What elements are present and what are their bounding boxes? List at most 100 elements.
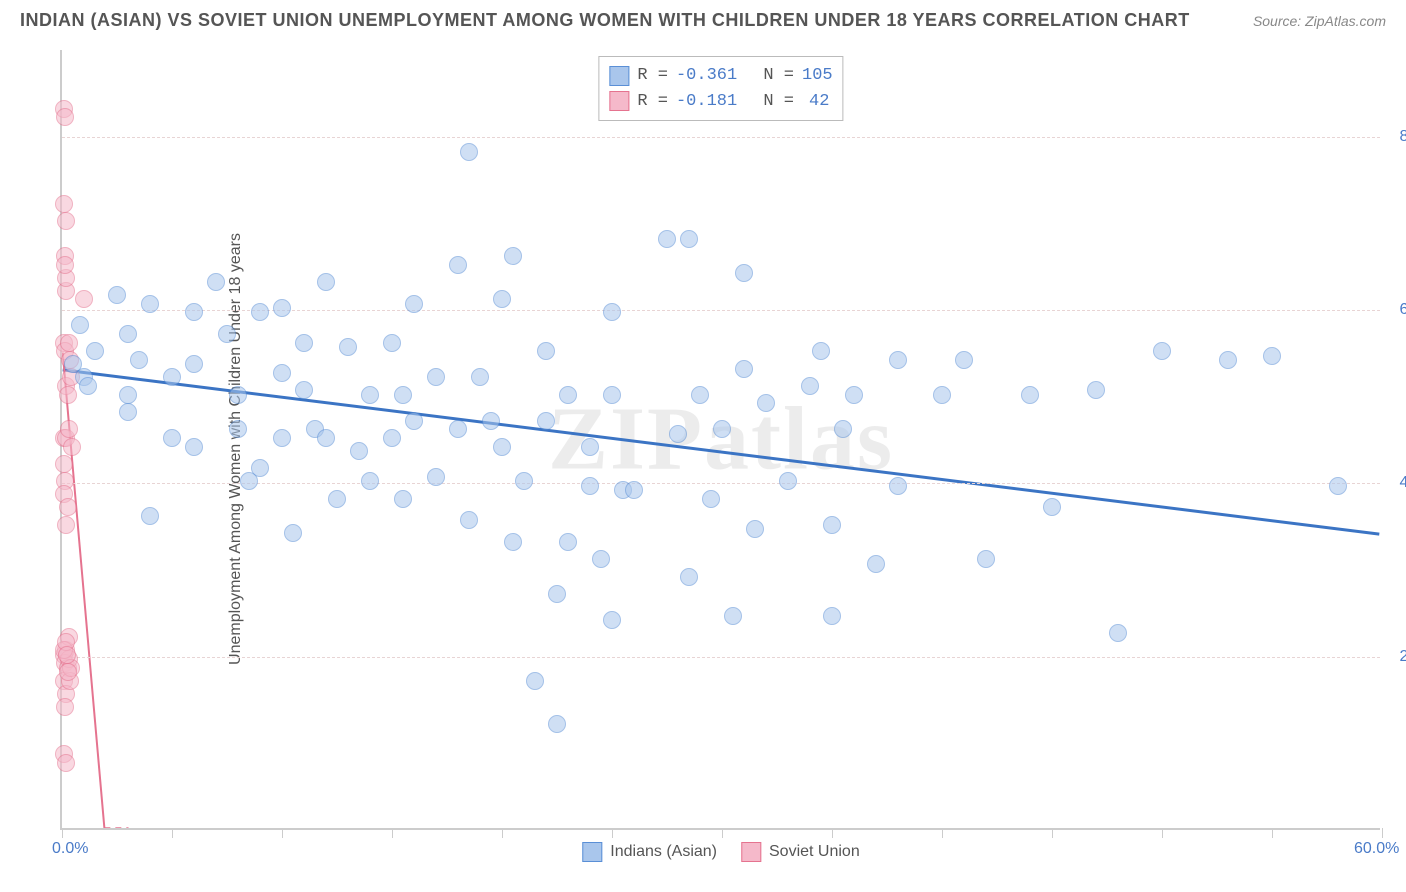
y-tick-label: 2.0% (1400, 648, 1406, 666)
data-point (735, 264, 753, 282)
data-point (229, 420, 247, 438)
data-point (405, 295, 423, 313)
data-point (460, 143, 478, 161)
data-point (603, 386, 621, 404)
x-tick (722, 828, 723, 838)
x-tick-label: 60.0% (1354, 840, 1399, 858)
data-point (427, 368, 445, 386)
data-point (504, 533, 522, 551)
x-tick (1272, 828, 1273, 838)
data-point (889, 351, 907, 369)
data-point (79, 377, 97, 395)
data-point (273, 364, 291, 382)
data-point (933, 386, 951, 404)
y-tick-label: 8.0% (1400, 128, 1406, 146)
data-point (405, 412, 423, 430)
data-point (57, 212, 75, 230)
y-tick-label: 6.0% (1400, 301, 1406, 319)
data-point (383, 334, 401, 352)
data-point (1109, 624, 1127, 642)
swatch-soviet-legend (741, 842, 761, 862)
legend-item-soviet: Soviet Union (741, 842, 860, 862)
data-point (460, 511, 478, 529)
r-prefix: R = (637, 63, 668, 89)
gridline-h (62, 137, 1380, 138)
data-point (845, 386, 863, 404)
data-point (691, 386, 709, 404)
stats-row-indian: R = -0.361 N = 105 (609, 63, 832, 89)
data-point (669, 425, 687, 443)
x-tick (282, 828, 283, 838)
data-point (71, 316, 89, 334)
data-point (63, 438, 81, 456)
data-point (141, 295, 159, 313)
data-point (1329, 477, 1347, 495)
data-point (273, 299, 291, 317)
correlation-stats-box: R = -0.361 N = 105 R = -0.181 N = 42 (598, 56, 843, 121)
data-point (229, 386, 247, 404)
source-label: Source: ZipAtlas.com (1253, 13, 1386, 29)
data-point (56, 256, 74, 274)
data-point (977, 550, 995, 568)
x-tick-label: 0.0% (52, 840, 88, 858)
data-point (218, 325, 236, 343)
data-point (581, 477, 599, 495)
data-point (60, 334, 78, 352)
r-prefix: R = (637, 89, 668, 115)
data-point (185, 355, 203, 373)
data-point (383, 429, 401, 447)
data-point (251, 459, 269, 477)
data-point (317, 429, 335, 447)
data-point (350, 442, 368, 460)
data-point (482, 412, 500, 430)
data-point (515, 472, 533, 490)
data-point (471, 368, 489, 386)
data-point (702, 490, 720, 508)
data-point (724, 607, 742, 625)
data-point (130, 351, 148, 369)
data-point (526, 672, 544, 690)
data-point (339, 338, 357, 356)
data-point (1021, 386, 1039, 404)
data-point (889, 477, 907, 495)
legend-item-indian: Indians (Asian) (582, 842, 717, 862)
r-value-indian: -0.361 (676, 63, 737, 89)
n-value-soviet: 42 (802, 89, 829, 115)
chart-plot-area: ZIPatlas R = -0.361 N = 105 R = -0.181 N… (60, 50, 1380, 830)
watermark-text: ZIPatlas (548, 388, 894, 491)
data-point (1153, 342, 1171, 360)
data-point (559, 386, 577, 404)
data-point (56, 698, 74, 716)
data-point (394, 490, 412, 508)
data-point (394, 386, 412, 404)
data-point (592, 550, 610, 568)
data-point (680, 230, 698, 248)
data-point (55, 455, 73, 473)
data-point (548, 585, 566, 603)
stats-row-soviet: R = -0.181 N = 42 (609, 89, 832, 115)
swatch-indian-legend (582, 842, 602, 862)
data-point (57, 516, 75, 534)
data-point (834, 420, 852, 438)
legend-label-indian: Indians (Asian) (610, 843, 717, 861)
data-point (59, 386, 77, 404)
legend-label-soviet: Soviet Union (769, 843, 860, 861)
x-tick (62, 828, 63, 838)
data-point (75, 290, 93, 308)
data-point (735, 360, 753, 378)
r-value-soviet: -0.181 (676, 89, 737, 115)
x-tick (612, 828, 613, 838)
data-point (680, 568, 698, 586)
data-point (185, 438, 203, 456)
n-prefix: N = (763, 63, 794, 89)
x-tick (1052, 828, 1053, 838)
data-point (823, 516, 841, 534)
gridline-h (62, 483, 1380, 484)
data-point (295, 334, 313, 352)
data-point (251, 303, 269, 321)
data-point (284, 524, 302, 542)
data-point (273, 429, 291, 447)
x-tick (1382, 828, 1383, 838)
data-point (449, 256, 467, 274)
x-tick (392, 828, 393, 838)
